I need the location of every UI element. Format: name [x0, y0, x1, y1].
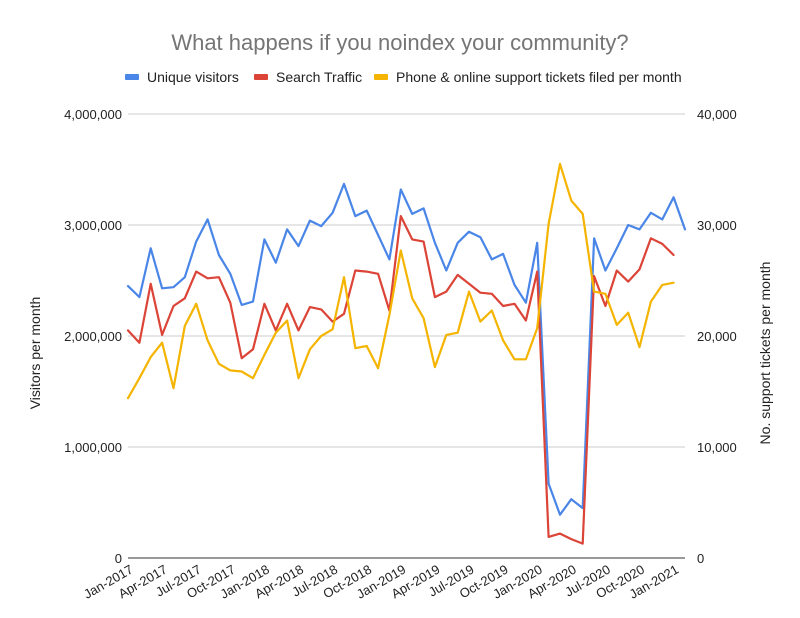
legend-label-search-traffic: Search Traffic	[276, 69, 362, 85]
y-right-tick-label: 30,000	[697, 218, 737, 233]
series-lines	[126, 162, 687, 545]
legend: Unique visitors Search Traffic Phone & o…	[125, 69, 682, 85]
legend-label-unique-visitors: Unique visitors	[147, 69, 239, 85]
search-traffic-line	[126, 215, 675, 545]
chart-title: What happens if you noindex your communi…	[171, 30, 628, 55]
legend-swatch-search-traffic	[254, 74, 268, 80]
y-left-tick-label: 1,000,000	[64, 440, 122, 455]
y-left-tick-label: 2,000,000	[64, 329, 122, 344]
y-right-tick-label: 40,000	[697, 107, 737, 122]
gridlines	[128, 113, 685, 559]
legend-swatch-unique-visitors	[125, 74, 139, 80]
y-right-tick-label: 10,000	[697, 440, 737, 455]
y-left-tick-label: 3,000,000	[64, 218, 122, 233]
y-right-tick-label: 20,000	[697, 329, 737, 344]
y-right-tick-label: 0	[697, 551, 704, 566]
y-left-tick-label: 0	[115, 551, 122, 566]
legend-label-support-tickets: Phone & online support tickets filed per…	[396, 69, 682, 85]
y-axis-right-title: No. support tickets per month	[757, 262, 773, 445]
y-left-tick-label: 4,000,000	[64, 107, 122, 122]
y-axis-right: 0 10,000 20,000 30,000 40,000	[697, 107, 737, 566]
support-tickets-line	[126, 162, 675, 400]
legend-swatch-support-tickets	[374, 74, 388, 80]
y-axis-left: 0 1,000,000 2,000,000 3,000,000 4,000,000	[64, 107, 122, 566]
y-axis-left-title: Visitors per month	[27, 297, 43, 410]
